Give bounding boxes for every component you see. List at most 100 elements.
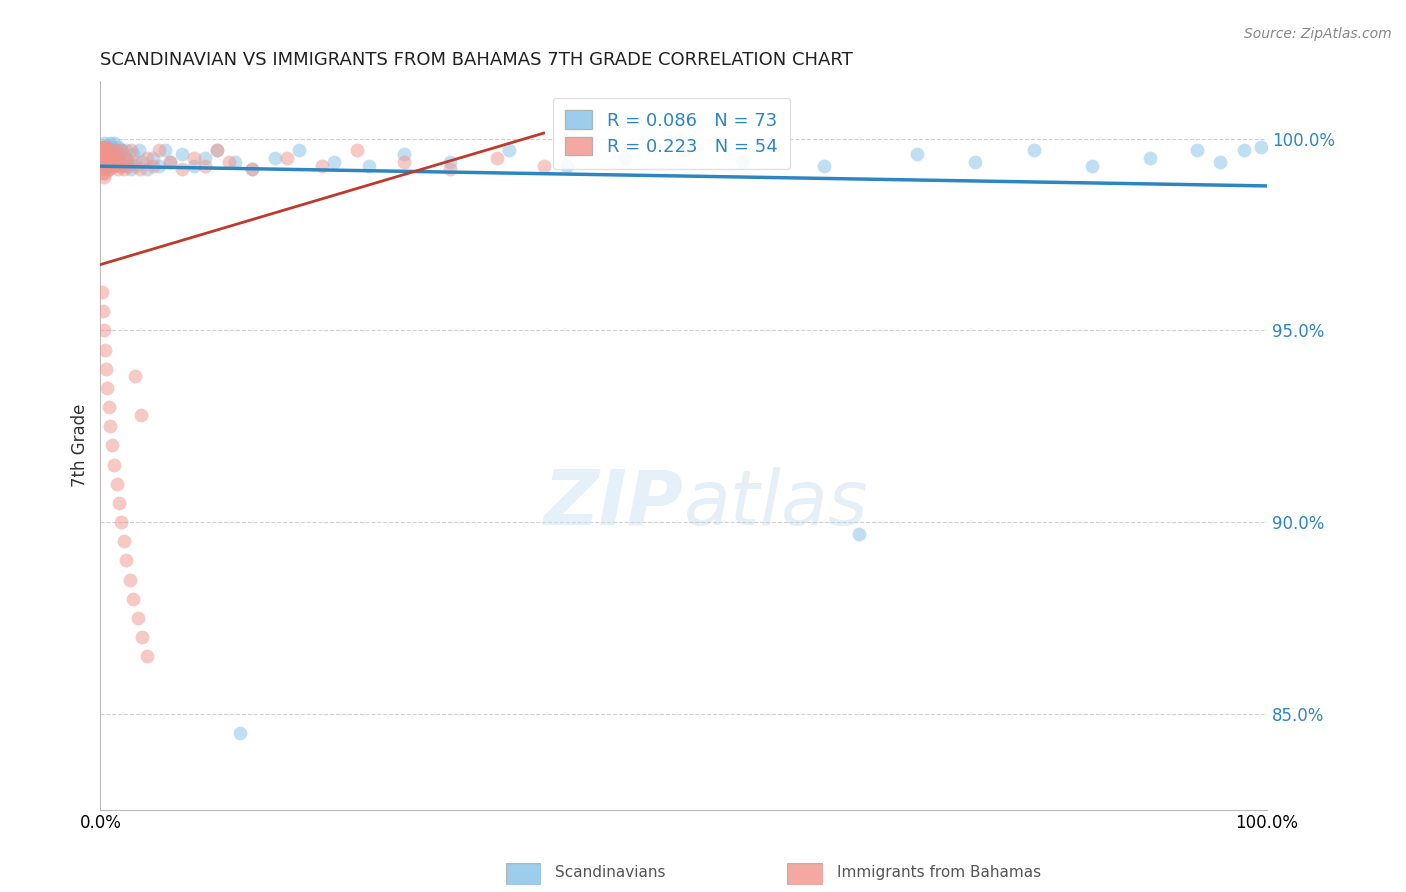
Point — [94, 154, 117, 169]
Point — [97, 162, 120, 177]
Point — [96, 159, 118, 173]
Point — [93, 147, 115, 161]
Point — [264, 151, 287, 165]
Point — [122, 591, 145, 606]
Point — [101, 154, 124, 169]
Point — [111, 154, 134, 169]
Point — [136, 151, 159, 165]
Point — [93, 323, 115, 337]
Point — [94, 162, 117, 177]
Point — [120, 144, 142, 158]
Point — [117, 159, 139, 173]
Point — [672, 144, 695, 158]
Point — [322, 154, 344, 169]
Point — [1250, 139, 1272, 153]
Point — [276, 151, 298, 165]
Point — [98, 419, 121, 434]
Point — [103, 136, 125, 150]
Point — [194, 151, 217, 165]
Point — [91, 159, 114, 173]
Point — [93, 151, 115, 165]
Point — [115, 553, 138, 567]
Point — [104, 144, 127, 158]
Point — [105, 476, 128, 491]
Point — [205, 144, 228, 158]
Point — [90, 285, 112, 300]
Point — [103, 159, 125, 173]
Point — [731, 154, 754, 169]
Text: Immigrants from Bahamas: Immigrants from Bahamas — [837, 865, 1040, 880]
Point — [131, 154, 153, 169]
Point — [183, 159, 205, 173]
Point — [98, 151, 121, 165]
Point — [813, 159, 835, 173]
Point — [107, 162, 129, 177]
Point — [93, 170, 115, 185]
Point — [96, 144, 118, 158]
Point — [111, 159, 134, 173]
Point — [97, 400, 120, 414]
Point — [101, 139, 124, 153]
Point — [94, 343, 117, 357]
Point — [96, 381, 118, 395]
Point — [1185, 144, 1208, 158]
Point — [94, 144, 117, 158]
Point — [170, 162, 193, 177]
Point — [90, 151, 112, 165]
Point — [357, 159, 380, 173]
Point — [153, 144, 176, 158]
Point — [94, 151, 117, 165]
Point — [124, 154, 146, 169]
Point — [555, 159, 578, 173]
Point — [112, 151, 135, 165]
Point — [97, 147, 120, 161]
Point — [346, 144, 368, 158]
Point — [97, 147, 120, 161]
Point — [136, 649, 159, 664]
Point — [148, 144, 170, 158]
Point — [96, 361, 118, 376]
Point — [183, 151, 205, 165]
Point — [91, 154, 114, 169]
Point — [240, 162, 263, 177]
Point — [905, 147, 928, 161]
Point — [103, 147, 125, 161]
Point — [90, 144, 112, 158]
Point — [93, 136, 115, 150]
Point — [614, 151, 637, 165]
Point — [91, 144, 114, 158]
Point — [100, 144, 122, 158]
Point — [100, 159, 122, 173]
Point — [159, 154, 181, 169]
Point — [122, 147, 145, 161]
Point — [104, 144, 127, 158]
Point — [159, 154, 181, 169]
Point — [848, 526, 870, 541]
Point — [439, 154, 461, 169]
Point — [108, 159, 131, 173]
Point — [98, 136, 121, 150]
Point — [311, 159, 333, 173]
Point — [224, 154, 246, 169]
Point — [90, 151, 112, 165]
Point — [127, 611, 149, 625]
Text: Source: ZipAtlas.com: Source: ZipAtlas.com — [1244, 27, 1392, 41]
Point — [110, 144, 132, 158]
Point — [90, 139, 112, 153]
Point — [205, 144, 228, 158]
Point — [101, 438, 124, 452]
Point — [124, 159, 146, 173]
Point — [94, 139, 117, 153]
Point — [533, 159, 555, 173]
Point — [96, 144, 118, 158]
Point — [128, 144, 150, 158]
Point — [108, 151, 131, 165]
Point — [100, 144, 122, 158]
Point — [129, 408, 152, 422]
Point — [93, 139, 115, 153]
Point — [142, 151, 165, 165]
Point — [91, 139, 114, 153]
Point — [392, 154, 415, 169]
Point — [115, 144, 138, 158]
Point — [229, 726, 252, 740]
